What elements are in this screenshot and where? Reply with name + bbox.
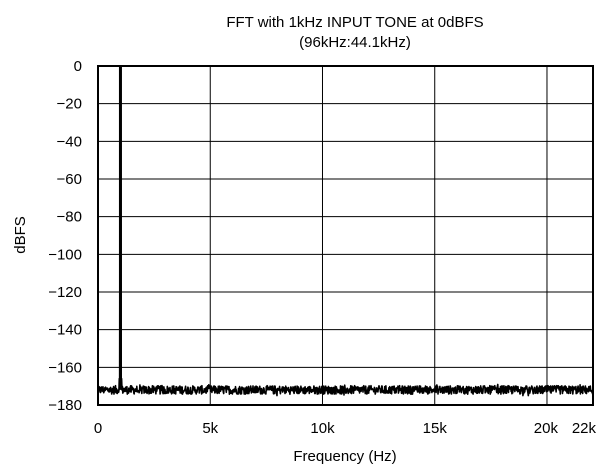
x-tick-label: 0 bbox=[94, 420, 102, 437]
y-tick-label: 0 bbox=[74, 58, 82, 75]
y-axis-label: dBFS bbox=[12, 216, 29, 254]
y-tick-label: −100 bbox=[48, 246, 82, 263]
chart-title: FFT with 1kHz INPUT TONE at 0dBFS bbox=[226, 14, 483, 31]
y-tick-label: −60 bbox=[57, 171, 82, 188]
x-tick-label: 15k bbox=[423, 420, 448, 437]
x-tick-label: 22k bbox=[572, 420, 597, 437]
y-tick-labels: 0 −20 −40 −60 −80 −100 −120 −140 −160 −180 bbox=[48, 58, 82, 414]
fft-trace bbox=[97, 65, 594, 397]
x-tick-label: 5k bbox=[202, 420, 218, 437]
y-tick-label: −40 bbox=[57, 133, 82, 150]
y-tick-label: −140 bbox=[48, 322, 82, 339]
y-tick-label: −80 bbox=[57, 209, 82, 226]
x-tick-label: 20k bbox=[534, 420, 559, 437]
x-tick-labels: 0 5k 10k 15k 20k 22k bbox=[94, 420, 597, 437]
grid-lines bbox=[97, 65, 594, 406]
x-tick-label: 10k bbox=[310, 420, 335, 437]
x-axis-label: Frequency (Hz) bbox=[293, 448, 396, 465]
y-tick-label: −20 bbox=[57, 96, 82, 113]
y-tick-label: −160 bbox=[48, 359, 82, 376]
y-tick-label: −180 bbox=[48, 397, 82, 414]
plot-frame bbox=[97, 65, 594, 406]
series-layer bbox=[97, 65, 594, 397]
chart-subtitle: (96kHz:44.1kHz) bbox=[299, 34, 411, 51]
y-tick-label: −120 bbox=[48, 284, 82, 301]
